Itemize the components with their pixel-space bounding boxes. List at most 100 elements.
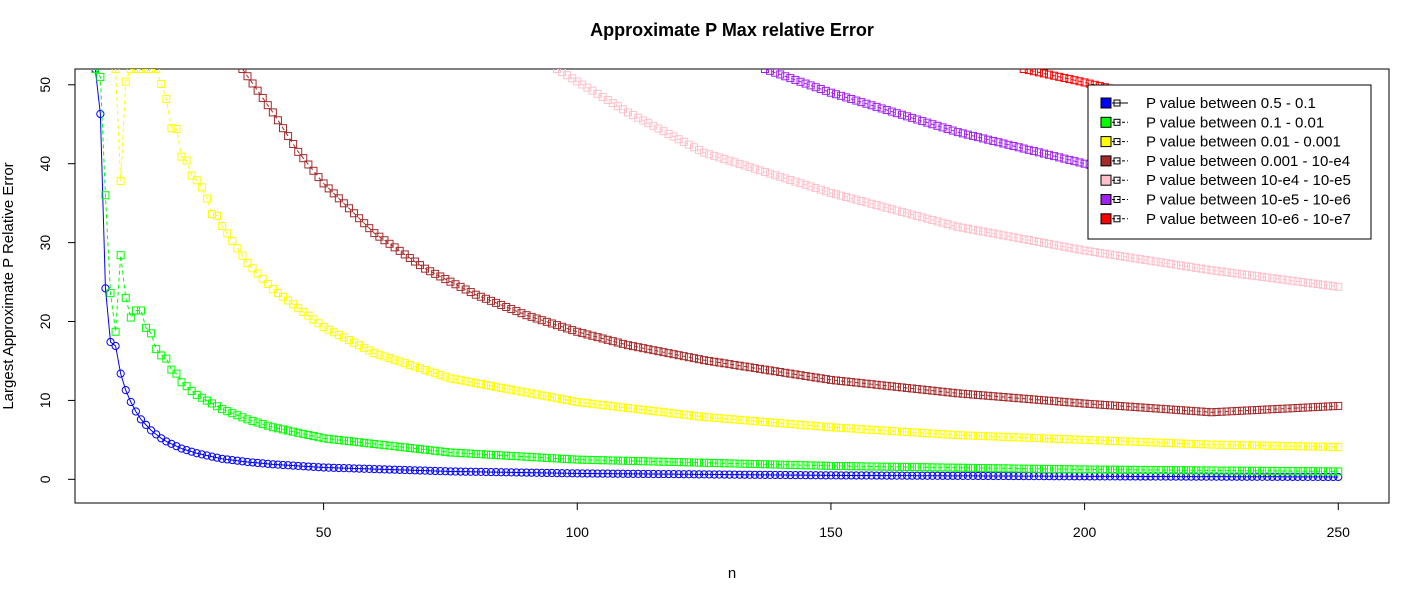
data-point [436,447,445,456]
data-point [933,429,942,438]
data-point [801,79,810,88]
data-point [375,440,384,449]
data-point [289,139,298,148]
data-point [842,192,851,201]
data-point [1232,406,1241,415]
data-point [421,445,430,454]
data-point [1146,438,1155,447]
data-point [1141,403,1150,412]
data-point [431,446,440,455]
data-point [1227,407,1236,416]
data-point [487,450,496,459]
data-point [304,430,313,439]
data-point [1080,399,1089,408]
data-point [1156,258,1165,267]
data-point [1283,404,1292,413]
data-point [1252,472,1262,481]
data-point [390,442,399,451]
data-point [664,129,673,138]
data-point [517,387,526,396]
data-point [1258,472,1267,481]
data-point [497,468,506,477]
data-point [299,154,308,163]
data-point [1308,403,1317,412]
data-point [897,110,906,119]
data-point [1329,442,1338,451]
data-point [507,451,516,460]
data-point [390,465,399,474]
data-point [897,427,906,436]
data-point [679,458,688,467]
data-point [1263,441,1272,450]
data-point [1105,250,1114,259]
data-point [877,426,886,435]
data-point [593,400,602,409]
data-point [365,464,374,474]
legend: P value between 0.5 - 0.1 P value between… [1087,84,1372,240]
data-point [1085,399,1094,408]
data-point [131,306,140,315]
data-point [147,69,156,73]
data-point [639,457,648,466]
data-point [826,461,835,470]
data-point [725,360,734,369]
data-point [284,132,293,141]
data-point [441,467,450,476]
data-point [725,415,734,424]
data-point [958,129,967,138]
data-point [451,375,460,384]
data-point [1258,272,1267,281]
data-point [1232,472,1241,481]
data-point [1050,397,1059,406]
data-point [344,204,353,213]
data-point [760,365,769,374]
data-point [745,459,754,468]
data-point [1060,435,1069,444]
data-point [1288,276,1297,285]
data-point [1187,439,1196,448]
data-point [370,464,379,474]
data-point [172,369,181,378]
data-point [400,465,409,475]
data-point [943,220,952,229]
data-point [705,150,714,159]
data-point [730,158,739,167]
data-point [1060,465,1069,474]
data-point [552,454,561,463]
data-point [1166,259,1175,268]
data-point [1278,441,1287,450]
data-point [892,206,901,215]
data-point [903,383,912,392]
data-point [558,395,567,404]
data-point [1151,466,1160,475]
data-point [1217,472,1226,481]
data-point [710,151,719,160]
data-point [1034,237,1043,246]
data-point [928,429,937,438]
data-point [527,468,536,477]
data-point [968,131,977,140]
data-point [497,300,506,309]
data-point [1024,464,1033,473]
data-point [476,380,485,389]
data-point [913,115,922,124]
data-point [644,345,653,354]
data-point [953,471,962,480]
data-point [583,455,592,464]
legend-swatch [1100,213,1112,225]
data-point [639,116,648,125]
data-point [705,458,714,467]
data-point [1242,466,1251,475]
data-point [101,284,110,293]
data-point [1029,433,1038,442]
y-tick-label: 20 [37,314,53,330]
data-point [608,456,617,465]
data-point [1156,404,1165,413]
data-point [1070,465,1079,474]
data-point [1116,465,1125,474]
data-point [644,469,653,479]
data-point [908,428,917,437]
data-point [735,361,744,370]
data-point [1029,237,1038,246]
data-point [517,309,526,318]
